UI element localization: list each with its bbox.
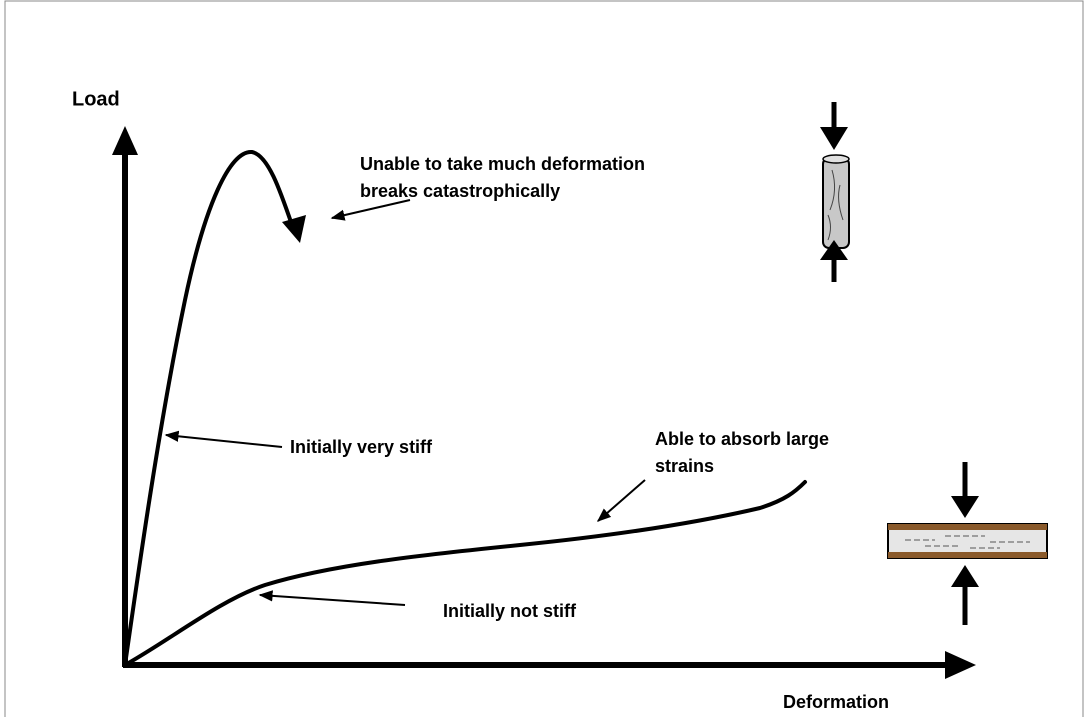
annotation: strains	[655, 456, 714, 476]
y-axis-label: Load	[72, 88, 120, 110]
annotation: Unable to take much deformation	[360, 154, 645, 174]
brittle-curve	[123, 150, 294, 667]
annotation: breaks catastrophically	[360, 181, 560, 201]
x-axis-label: Deformation	[783, 692, 889, 712]
annotation: Able to absorb large	[655, 429, 829, 449]
annotation: Initially very stiff	[290, 437, 433, 457]
vertical-log-icon	[820, 102, 850, 282]
pointer-arrows	[164, 199, 646, 606]
curve-arrowhead	[282, 215, 306, 243]
annotation: Initially not stiff	[443, 601, 577, 621]
horizontal-plank-icon	[887, 462, 1048, 625]
ductile-curve	[123, 480, 807, 667]
axes	[112, 126, 976, 679]
frame	[4, 0, 1084, 717]
